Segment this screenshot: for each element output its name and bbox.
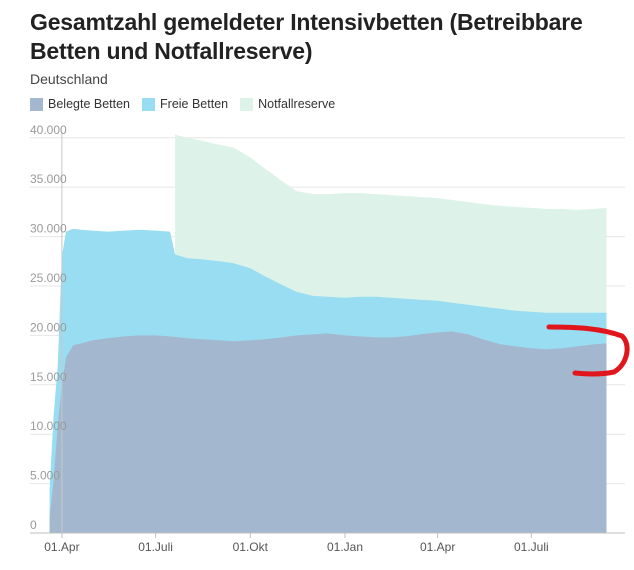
- legend-item-notfall: Notfallreserve: [240, 97, 335, 111]
- y-tick-label: 30.000: [30, 222, 67, 236]
- y-tick-label: 0: [30, 518, 37, 532]
- legend-label-belegte: Belegte Betten: [48, 97, 131, 111]
- chart-title: Gesamtzahl gemeldeter Intensivbetten (Be…: [30, 9, 583, 64]
- x-tick-label: 01.Apr: [420, 540, 455, 554]
- annotation-group: [546, 324, 630, 377]
- x-tick-label: 01.Juli: [138, 540, 173, 554]
- chart-legend: Belegte Betten Freie Betten Notfallreser…: [30, 97, 347, 111]
- annotation-bracket: [546, 324, 630, 377]
- legend-item-belegte: Belegte Betten: [30, 97, 130, 111]
- legend-swatch-notfall: [240, 97, 254, 111]
- legend-label-freie: Freie Betten: [160, 97, 229, 111]
- y-tick-label: 15.000: [30, 370, 67, 384]
- series-area-0: [49, 331, 607, 533]
- legend-swatch-belegte: [30, 97, 43, 111]
- y-tick-label: 20.000: [30, 320, 67, 334]
- y-tick-label: 40.000: [30, 123, 67, 137]
- legend-item-freie: Freie Betten: [142, 97, 228, 111]
- legend-label-notfall: Notfallreserve: [258, 97, 336, 111]
- x-tick-label: 01.Okt: [233, 540, 269, 554]
- y-tick-label: 35.000: [30, 172, 67, 186]
- x-tick-label: 01.Jan: [327, 540, 363, 554]
- x-tick-label: 01.Juli: [514, 540, 549, 554]
- y-tick-label: 10.000: [30, 419, 67, 433]
- series-areas: [49, 134, 607, 534]
- y-axis: 0 5.000 10.000 15.000 20.000 25.000 30.000 35.0…: [30, 123, 67, 532]
- x-tick-label: 01.Apr: [44, 540, 79, 554]
- legend-swatch-freie: [142, 97, 156, 111]
- chart-subtitle: Deutschland: [30, 71, 108, 87]
- y-tick-label: 25.000: [30, 271, 67, 285]
- x-axis: 01.Apr 01.Juli 01.Okt 01.Jan 01.Apr 01.Juli: [30, 532, 625, 554]
- y-tick-label: 5.000: [30, 469, 60, 483]
